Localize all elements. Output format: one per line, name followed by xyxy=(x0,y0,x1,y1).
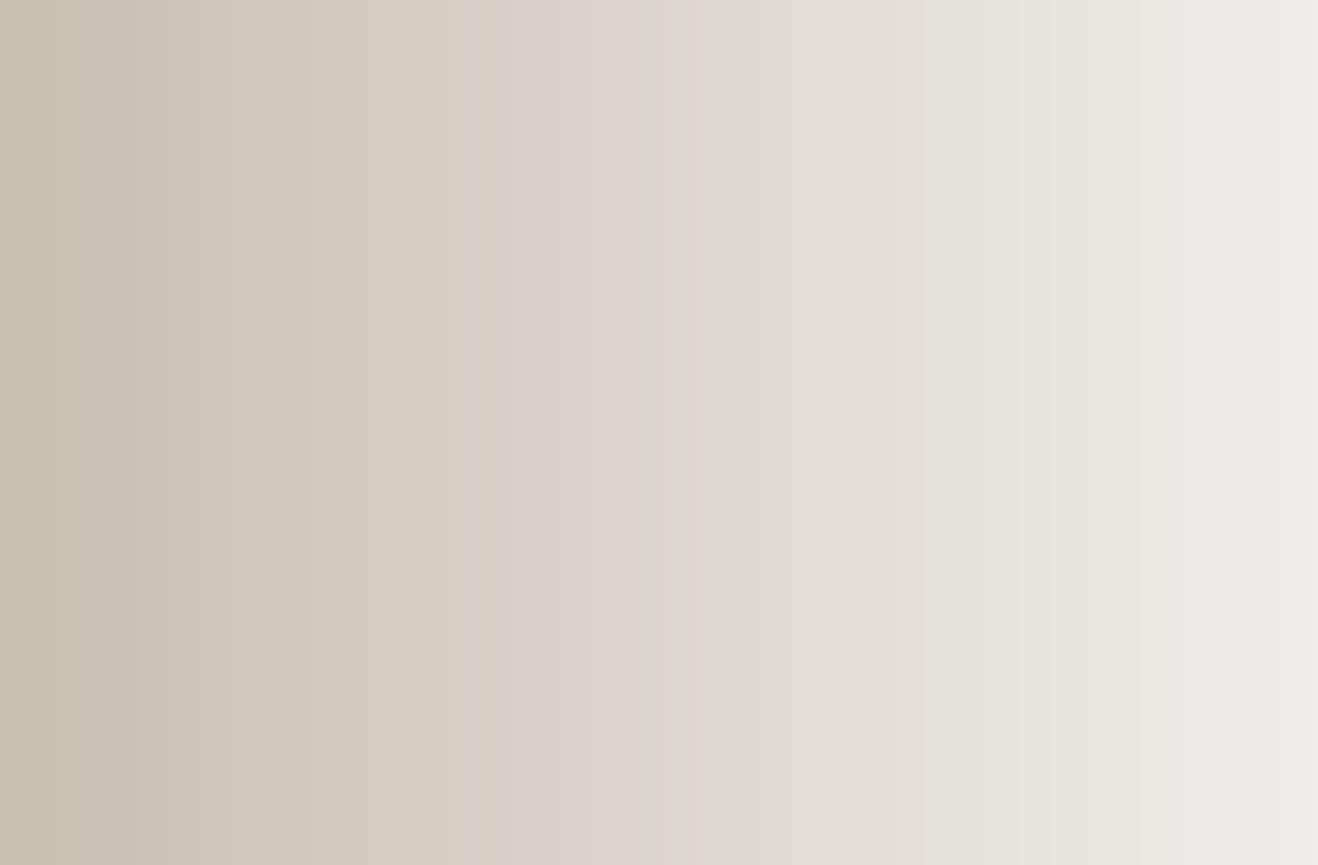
Text: -1: -1 xyxy=(758,346,793,381)
Text: a.   Can you write a mathematical expression to express this function?: a. Can you write a mathematical expressi… xyxy=(53,808,1041,836)
Text: 6: 6 xyxy=(232,554,256,588)
Text: 3: 3 xyxy=(232,415,256,450)
Text: 5: 5 xyxy=(758,415,782,450)
Text: 11: 11 xyxy=(758,554,804,588)
Text: 0: 0 xyxy=(232,346,256,381)
Text: h: h xyxy=(758,268,782,303)
Text: Range: Range xyxy=(687,125,776,152)
Text: -2: -2 xyxy=(227,268,261,303)
Text: d: d xyxy=(232,484,256,519)
Text: 7: 7 xyxy=(758,484,780,519)
Text: Domain: Domain xyxy=(231,125,339,152)
Text: 15. Given the following function:: 15. Given the following function: xyxy=(92,35,554,61)
